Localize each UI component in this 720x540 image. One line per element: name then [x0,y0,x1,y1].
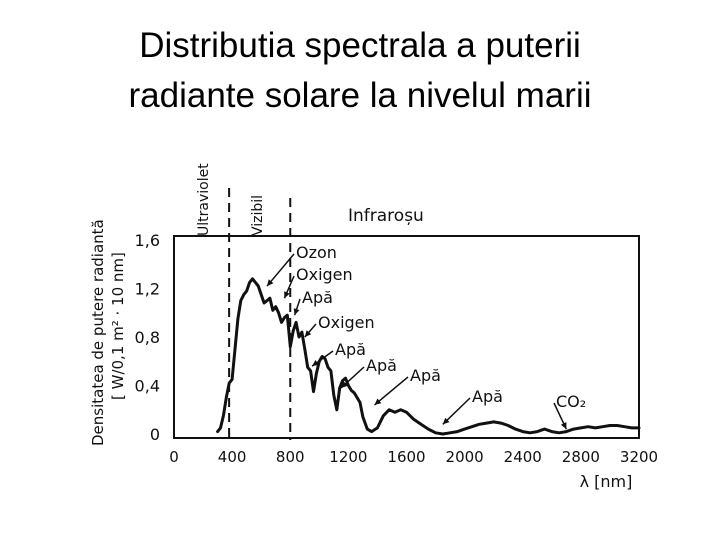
region-label-infrared: Infraroșu [348,206,424,226]
annotation-arrowhead [304,330,312,337]
x-tick-label: 1200 [329,448,367,466]
annotation-arrowhead [341,381,348,388]
annotation-label-apa: Apă [335,340,366,359]
annotation-label-apa: Apă [302,288,333,307]
annotation-label-apa: Apă [472,387,503,406]
x-tick-label: 800 [276,448,305,466]
annotation-arrowhead [374,398,382,405]
y-tick-label: 0,8 [135,328,160,347]
annotation-arrowhead [560,422,567,430]
region-label-visible: Vizibil [250,195,266,236]
annotation-label-apa: Apă [366,356,397,375]
annotation-arrow [374,376,409,406]
annotation-label-oxigen: Oxigen [318,313,375,332]
x-tick-label: 400 [218,448,247,466]
annotation-label-apa: Apă [410,366,441,385]
x-tick-label: 2000 [446,448,484,466]
slide-title-line-1: Distributia spectrala a puterii [139,26,581,65]
x-tick-label: 3200 [620,448,658,466]
spectrum-curve [216,277,641,436]
y-tick-label: 1,2 [135,280,160,299]
y-axis-label-line-2: [ W/0,1 m² · 10 nm] [109,252,127,400]
y-tick-label: 0,4 [135,377,160,396]
slide-title-line-2: radiante solare la nivelul marii [128,76,592,115]
plot-frame [173,235,640,439]
x-tick-label: 2800 [562,448,600,466]
y-axis-label-line-1: Densitatea de putere radiantă [89,219,107,446]
y-tick-label: 0 [150,425,160,444]
x-tick-label: 1600 [387,448,425,466]
x-tick-label: 2400 [504,448,542,466]
annotation-arrowhead [312,359,319,367]
annotation-arrow [266,253,295,287]
y-tick-label: 1,6 [135,231,160,250]
annotation-arrowhead [267,279,274,287]
annotation-arrowhead [442,417,450,425]
x-axis-label: λ [nm] [580,472,633,491]
annotation-label-co2: CO₂ [556,392,586,411]
annotation-arrowhead [284,291,290,299]
annotation-label-oxigen: Oxigen [296,265,353,284]
annotation-arrowhead [293,308,300,316]
x-tick-label: 0 [169,448,179,466]
annotation-label-ozon: Ozon [296,243,337,262]
region-label-ultraviolet: Ultraviolet [196,163,212,236]
